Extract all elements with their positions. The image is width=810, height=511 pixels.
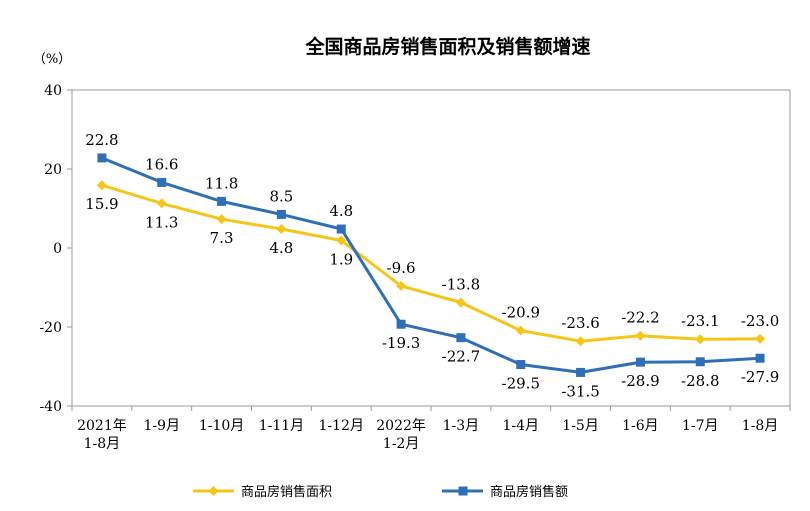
series-line-0 — [101, 183, 761, 343]
x-tick-label: 2022年 1-2月 — [376, 418, 426, 452]
data-point — [96, 180, 107, 191]
data-label: -13.8 — [442, 276, 480, 294]
data-label: -27.9 — [741, 368, 779, 386]
data-point — [336, 235, 347, 246]
data-labels: 15.9 11.3 7.3 4.8 1.9 -9.6 -13.8 -20.9 -23.6 -22.… — [85, 131, 779, 400]
data-point — [216, 214, 227, 225]
y-axis-unit-label: （%） — [33, 52, 71, 67]
data-point — [396, 319, 406, 329]
data-label: 15.9 — [85, 195, 118, 213]
y-axis: 40 20 0 -20 -40 — [39, 83, 72, 415]
x-tick-label: 1-6月 — [622, 418, 659, 434]
x-tick-label: 1-10月 — [199, 418, 244, 434]
data-point — [336, 224, 346, 234]
data-label: 22.8 — [85, 131, 118, 149]
data-point — [635, 357, 645, 367]
data-point — [576, 367, 586, 377]
data-label: 4.8 — [269, 239, 293, 257]
data-point — [97, 153, 107, 163]
x-tick-label: 1-11月 — [259, 418, 304, 434]
data-label: -23.1 — [681, 312, 719, 330]
x-tick-label: 1-7月 — [682, 418, 719, 434]
y-tick-label: 0 — [53, 241, 62, 257]
data-label: 1.9 — [329, 250, 353, 268]
legend-label-sales: 商品房销售额 — [490, 484, 568, 500]
x-tick-label: 1-3月 — [443, 418, 480, 434]
legend: 商品房销售面积 商品房销售额 — [193, 484, 568, 500]
data-point — [695, 357, 705, 367]
data-label: 7.3 — [210, 229, 234, 247]
x-tick-label: 1-4月 — [502, 418, 539, 434]
data-label: -31.5 — [561, 382, 599, 400]
x-tick-label: 2021年 1-8月 — [77, 418, 127, 452]
data-point — [755, 333, 766, 344]
data-point — [156, 198, 167, 209]
series-line-1 — [101, 156, 761, 374]
x-tick-label: 1-8月 — [742, 418, 779, 434]
x-tick-label: 1-5月 — [562, 418, 599, 434]
x-tick-label: 1-9月 — [143, 418, 180, 434]
data-point — [276, 224, 287, 235]
data-point — [695, 334, 706, 345]
chart-title: 全国商品房销售面积及销售额增速 — [304, 35, 590, 58]
x-axis: 2021年 1-8月 1-9月 1-10月 1-11月 1-12月 2022年 1-2月 1-3… — [71, 406, 791, 452]
data-label: 16.6 — [145, 155, 178, 173]
data-point — [515, 325, 526, 336]
legend-marker-area — [208, 486, 219, 496]
data-label: -9.6 — [387, 259, 416, 277]
x-tick-label: 1-12月 — [319, 418, 364, 434]
data-label: 8.5 — [269, 187, 293, 205]
data-label: -22.7 — [442, 348, 480, 366]
legend-marker-sales — [458, 486, 468, 496]
y-tick-label: 40 — [44, 83, 62, 99]
data-point — [635, 330, 646, 341]
data-label: -29.5 — [502, 375, 540, 393]
data-label: -28.9 — [621, 372, 659, 390]
legend-label-area: 商品房销售面积 — [241, 484, 332, 500]
data-point — [575, 336, 586, 347]
data-label: 11.3 — [145, 213, 178, 231]
data-point — [516, 360, 526, 370]
data-label: 11.8 — [205, 174, 238, 192]
data-label: 4.8 — [329, 202, 353, 220]
data-label: -23.6 — [561, 314, 599, 332]
data-label: -20.9 — [502, 304, 540, 322]
y-tick-label: 20 — [44, 162, 62, 178]
data-point — [157, 177, 167, 187]
data-point — [456, 333, 466, 343]
data-label: -28.8 — [681, 372, 719, 390]
data-label: -23.0 — [741, 312, 779, 330]
y-tick-label: -20 — [39, 320, 62, 336]
data-point — [455, 297, 466, 308]
series-layer — [96, 153, 766, 377]
data-point — [396, 280, 407, 291]
data-label: -19.3 — [382, 334, 420, 352]
data-point — [276, 209, 286, 219]
plot-frame — [71, 89, 791, 407]
y-tick-label: -40 — [39, 399, 62, 415]
data-point — [217, 196, 227, 206]
data-label: -22.2 — [621, 309, 659, 327]
data-point — [755, 353, 765, 363]
